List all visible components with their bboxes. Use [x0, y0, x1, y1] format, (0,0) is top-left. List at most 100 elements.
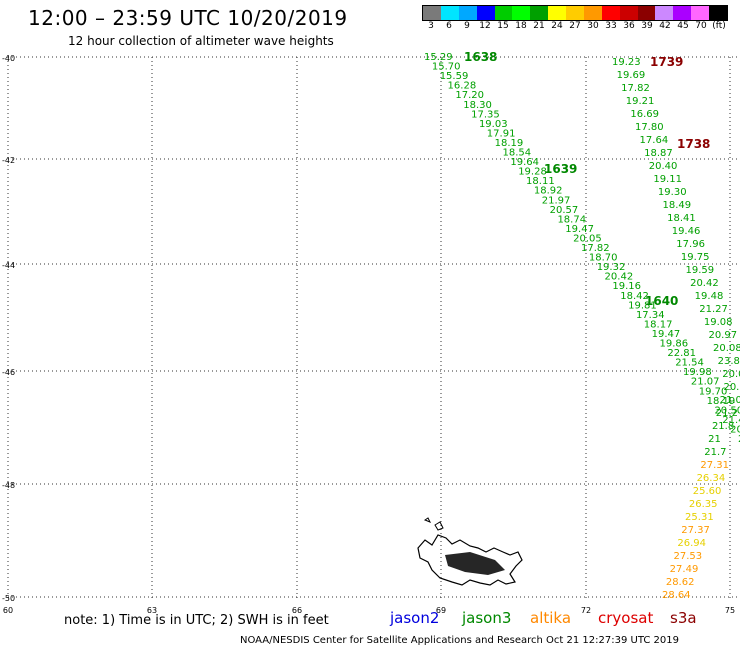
colorbar-label: 24 — [551, 21, 563, 31]
swh-value: 17.91 — [487, 128, 516, 139]
page-subtitle: 12 hour collection of altimeter wave hei… — [68, 34, 334, 48]
swh-value: 20.97 — [708, 330, 737, 341]
pass-label: 1638 — [464, 50, 497, 64]
swh-value: 21.07 — [691, 377, 720, 388]
swh-value: 19.98 — [683, 367, 712, 378]
colorbar-label: 45 — [677, 21, 689, 31]
colorbar-swatch — [530, 6, 549, 20]
swh-value: 18.92 — [534, 186, 563, 197]
swh-value: 21 — [708, 434, 721, 445]
swh-value: 17.35 — [471, 109, 500, 120]
swh-value: 17.34 — [636, 310, 665, 321]
colorbar-label: 42 — [659, 21, 671, 31]
swh-value: 18.49 — [663, 200, 692, 211]
swh-value: 19.69 — [617, 70, 646, 81]
swh-value: 18.74 — [557, 214, 586, 225]
swh-value: 20.76 — [723, 382, 740, 393]
lat-label: -40 — [2, 54, 15, 63]
colorbar-swatch — [673, 6, 692, 20]
swh-value: 27.49 — [670, 564, 699, 575]
swh-value: 19.48 — [695, 291, 724, 302]
swh-value: 20.50 — [714, 405, 740, 416]
swh-value: 18.30 — [463, 100, 492, 111]
legend-jason2: jason2 — [390, 609, 440, 627]
swh-value: 19.08 — [704, 317, 733, 328]
swh-value: 25.31 — [685, 512, 714, 523]
colorbar-label: 21 — [533, 21, 545, 31]
colorbar-label: 33 — [605, 21, 617, 31]
colorbar-swatch — [655, 6, 674, 20]
swh-value: 20.40 — [649, 161, 678, 172]
swh-value: 25.60 — [693, 486, 722, 497]
colorbar-swatch — [548, 6, 566, 20]
swh-value: 17.82 — [581, 243, 610, 254]
swh-value: 18.42 — [620, 291, 649, 302]
swh-value: 18.19 — [495, 138, 524, 149]
colorbar-swatch — [619, 6, 638, 20]
swh-value: 21.54 — [675, 358, 704, 369]
swh-value: 17.80 — [635, 122, 664, 133]
colorbar-label: 30 — [587, 21, 599, 31]
colorbar-label: 9 — [464, 21, 470, 31]
swh-value: 19.21 — [626, 96, 655, 107]
colorbar-swatch — [709, 6, 727, 20]
lat-label: -44 — [2, 261, 15, 270]
note-text: note: 1) Time is in UTC; 2) SWH is in fe… — [64, 613, 329, 628]
swh-value: 27.37 — [681, 525, 710, 536]
swh-value: 17.96 — [676, 239, 705, 250]
swh-value: 16.69 — [630, 109, 659, 120]
swh-value: 18.70 — [589, 253, 618, 264]
swh-value: 20.05 — [573, 233, 602, 244]
lat-label: -48 — [2, 481, 15, 490]
swh-value: 27.31 — [700, 460, 729, 471]
colorbar-label: 27 — [569, 21, 581, 31]
colorbar-swatch — [423, 6, 441, 20]
swh-value: 18.54 — [503, 148, 532, 159]
swh-value: 20.1 — [738, 434, 740, 445]
swh-value: 19.30 — [658, 187, 687, 198]
lon-label: 63 — [147, 606, 157, 615]
colorbar-label: 6 — [446, 21, 452, 31]
swh-value: 15.29 — [424, 52, 453, 63]
swh-value: 21.97 — [542, 195, 571, 206]
colorbar-swatch — [637, 6, 656, 20]
colorbar-swatch — [440, 6, 459, 20]
swh-value: 18.11 — [526, 176, 555, 187]
swh-value: 18.17 — [644, 319, 673, 330]
swh-value: 26.94 — [677, 538, 706, 549]
swh-value: 19.28 — [518, 167, 547, 178]
pass-label: 1739 — [650, 55, 683, 69]
swh-value: 19.46 — [672, 226, 701, 237]
swh-value: 15.70 — [432, 62, 461, 73]
swh-value: 19.64 — [510, 157, 539, 168]
colorbar-swatch — [566, 6, 584, 20]
colorbar-label: 3 — [428, 21, 434, 31]
colorbar-label: 12 — [479, 21, 491, 31]
colorbar-label: (ft) — [712, 21, 726, 31]
swh-value: 18.87 — [644, 148, 673, 159]
lat-label: -42 — [2, 156, 15, 165]
swh-value: 21.00 — [720, 395, 740, 406]
swh-value: 15.59 — [440, 71, 469, 82]
wave-height-colorbar — [422, 5, 728, 21]
legend-jason3: jason3 — [462, 609, 512, 627]
swh-value: 26.35 — [689, 499, 718, 510]
colorbar-labels: 3 6 9 12 15 18 21 24 27 30 33 36 39 42 45 70 (ft) — [422, 21, 728, 33]
swh-value: 28.62 — [666, 577, 695, 588]
colorbar-label: 70 — [695, 21, 707, 31]
colorbar-label: 39 — [641, 21, 653, 31]
swh-value: 18.19 — [707, 396, 736, 407]
colorbar-label: 36 — [623, 21, 635, 31]
track-2-values: 19.23 19.69 17.82 19.21 16.69 17.80 17.64 18.87… — [612, 57, 740, 601]
swh-value: 19.70 — [699, 386, 728, 397]
kerguelen-island-outline — [417, 517, 523, 586]
page-title: 12:00 – 23:59 UTC 10/20/2019 — [28, 6, 348, 30]
lat-label: -50 — [2, 594, 15, 603]
colorbar-swatch — [476, 6, 495, 20]
swh-value: 19.11 — [653, 174, 682, 185]
swh-value: 21.27 — [699, 304, 728, 315]
colorbar-swatch — [494, 6, 513, 20]
legend-cryosat: cryosat — [598, 609, 654, 627]
lon-label: 60 — [3, 606, 13, 615]
